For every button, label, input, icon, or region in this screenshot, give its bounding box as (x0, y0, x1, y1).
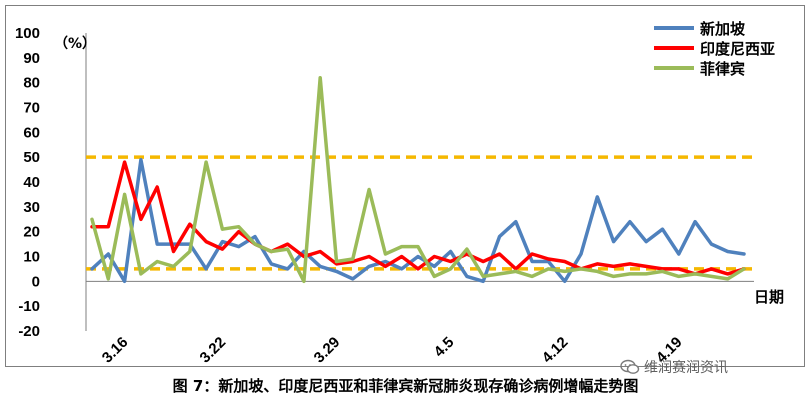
y-tick-label: 70 (23, 100, 40, 117)
y-tick-label: 40 (23, 174, 40, 191)
series-line (90, 157, 746, 284)
axes (85, 33, 754, 331)
x-tick-label: 3.29 (311, 334, 344, 366)
chart-frame: -20 -10 0 10 20 30 40 50 60 70 80 90 100 3.16 3.22 3.2… (5, 5, 805, 367)
x-tick-label: 3.22 (197, 334, 230, 366)
wechat-icon (620, 359, 640, 374)
legend-label: 新加坡 (700, 20, 745, 38)
x-tick-label: 3.16 (99, 334, 132, 366)
x-axis-title: 日期 (754, 288, 784, 306)
y-tick-label: 20 (23, 224, 40, 241)
y-tick-label: -10 (18, 298, 40, 315)
x-tick-label: 4.5 (431, 334, 458, 361)
watermark-text: 维润赛润资讯 (644, 360, 728, 376)
legend-label: 菲律宾 (700, 60, 745, 78)
y-tick-label: 80 (23, 75, 40, 92)
legend-label: 印度尼西亚 (700, 40, 775, 58)
unit-label: （%） (54, 36, 96, 52)
watermark: 维润赛润资讯 (620, 357, 728, 377)
y-tick-label: 90 (23, 50, 40, 67)
y-tick-label: 100 (15, 25, 40, 42)
y-tick-label: 30 (23, 199, 40, 216)
line-chart: -20 -10 0 10 20 30 40 50 60 70 80 90 100 3.16 3.22 3.2… (15, 20, 784, 366)
x-tick-labels: 3.16 3.22 3.29 4.5 4.12 4.19 (99, 334, 686, 366)
y-tick-label: 60 (23, 124, 40, 141)
x-tick-label: 4.12 (539, 334, 572, 366)
y-tick-label: 10 (23, 249, 40, 266)
y-tick-label: -20 (18, 323, 40, 340)
y-tick-labels: -20 -10 0 10 20 30 40 50 60 70 80 90 100 (15, 25, 40, 340)
series-line (90, 160, 746, 276)
y-tick-label: 50 (23, 149, 40, 166)
series-lines (90, 75, 746, 284)
figure-caption: 图 7：新加坡、印度尼西亚和菲律宾新冠肺炎现存确诊病例增幅走势图 (172, 377, 639, 395)
series-line (90, 75, 746, 284)
y-tick-label: 0 (32, 273, 40, 290)
